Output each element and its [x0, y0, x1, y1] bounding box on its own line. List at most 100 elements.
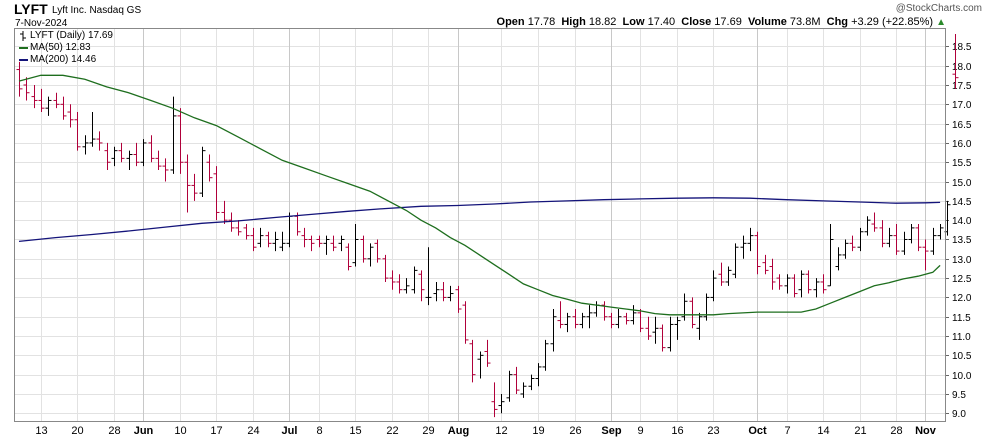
price-bar: [908, 224, 915, 244]
price-bar: [703, 293, 710, 321]
high-value: 18.82: [588, 16, 617, 28]
price-bar: [652, 316, 659, 344]
price-bar: [338, 235, 345, 252]
price-bar: [228, 212, 235, 232]
price-bar: [16, 61, 23, 97]
x-tick-label: Sep: [601, 425, 621, 437]
x-tick-label: Aug: [448, 425, 469, 437]
price-bar: [827, 224, 834, 287]
x-tick-label: 22: [386, 425, 398, 437]
price-bar: [133, 142, 140, 167]
y-tick-label: 12.0: [952, 293, 972, 304]
price-bar: [433, 281, 440, 302]
open-label: Open: [496, 16, 525, 28]
price-bar: [31, 85, 38, 109]
price-bar: [608, 312, 615, 329]
price-bar: [901, 231, 908, 255]
price-bar: [557, 301, 564, 329]
price-bar: [38, 88, 45, 113]
price-bar: [535, 363, 542, 387]
y-tick-label: 11.5: [952, 313, 971, 324]
price-bar: [769, 258, 776, 290]
price-bar: [374, 239, 381, 263]
plot-frame: [14, 28, 946, 422]
price-bar: [864, 216, 871, 236]
price-bar: [623, 312, 630, 325]
price-bar: [820, 274, 827, 294]
x-tick-label: 17: [210, 425, 222, 437]
price-bar: [447, 285, 454, 302]
price-bar: [462, 301, 469, 344]
price-bar: [696, 312, 703, 340]
company-label: Lyft Inc.: [52, 5, 87, 16]
price-bar: [250, 227, 257, 252]
price-bar: [762, 254, 769, 275]
x-tick-label: 29: [422, 425, 434, 437]
x-tick-label: Jul: [282, 425, 298, 437]
volume-label: Volume: [747, 16, 787, 28]
price-bar: [184, 154, 191, 213]
open-value: 17.78: [527, 16, 556, 28]
x-tick-label: 21: [854, 425, 866, 437]
price-bar: [345, 243, 352, 271]
price-bar: [206, 154, 213, 182]
y-tick-label: 10.0: [952, 371, 972, 382]
price-bar: [418, 270, 425, 302]
price-bar: [952, 34, 959, 89]
price-bar: [805, 270, 812, 294]
ohlc-bar-icon: [20, 31, 26, 41]
price-bar: [477, 351, 484, 379]
price-bar: [550, 309, 557, 352]
price-bar: [155, 150, 162, 170]
y-tick-label: 17.5: [952, 81, 972, 92]
price-bar: [930, 227, 937, 255]
price-bar: [857, 227, 864, 252]
price-bar: [330, 235, 337, 252]
legend-ma200-label: MA(200) 14.46: [30, 54, 97, 65]
x-tick-label: 23: [707, 425, 719, 437]
price-bar: [572, 309, 579, 329]
close-value: 17.69: [714, 16, 742, 28]
ma50-swatch: [19, 47, 28, 49]
x-tick-label: 19: [532, 425, 544, 437]
x-tick-label: 10: [174, 425, 186, 437]
price-bar: [528, 374, 535, 391]
x-tick-label: 13: [35, 425, 47, 437]
price-bar: [689, 297, 696, 329]
price-bar: [177, 108, 184, 174]
x-tick-label: 24: [247, 425, 259, 437]
price-bar: [601, 301, 608, 321]
price-bar: [272, 231, 279, 252]
copyright-label: @StockCharts.com: [895, 3, 982, 14]
price-bar: [213, 166, 220, 221]
price-bar: [740, 235, 747, 259]
price-bar: [922, 239, 929, 271]
price-bar: [235, 220, 242, 236]
price-bar: [323, 235, 330, 255]
price-bar: [659, 324, 666, 352]
y-tick-label: 11.0: [952, 332, 971, 343]
price-bar: [776, 274, 783, 290]
price-bar: [367, 243, 374, 267]
price-bar: [915, 224, 922, 252]
price-bar: [286, 212, 293, 248]
low-label: Low: [622, 16, 645, 28]
price-bar: [813, 278, 820, 298]
price-bar: [308, 235, 315, 252]
price-bar: [162, 158, 169, 182]
price-bar: [389, 270, 396, 290]
price-bar: [937, 224, 944, 240]
price-bar: [469, 339, 476, 383]
x-tick-label: Jun: [134, 425, 154, 437]
price-bar: [89, 112, 96, 147]
price-bar: [513, 366, 520, 394]
x-tick-label: 28: [890, 425, 902, 437]
price-bar: [674, 316, 681, 340]
legend-ma50-label: MA(50) 12.83: [30, 42, 91, 53]
x-tick-label: 7: [784, 425, 790, 437]
legend-ma200: MA(200) 14.46: [19, 54, 113, 66]
price-bar: [849, 235, 856, 252]
y-tick-label: 18.5: [952, 42, 972, 53]
x-tick-label: 16: [671, 425, 683, 437]
price-bar: [118, 142, 125, 163]
